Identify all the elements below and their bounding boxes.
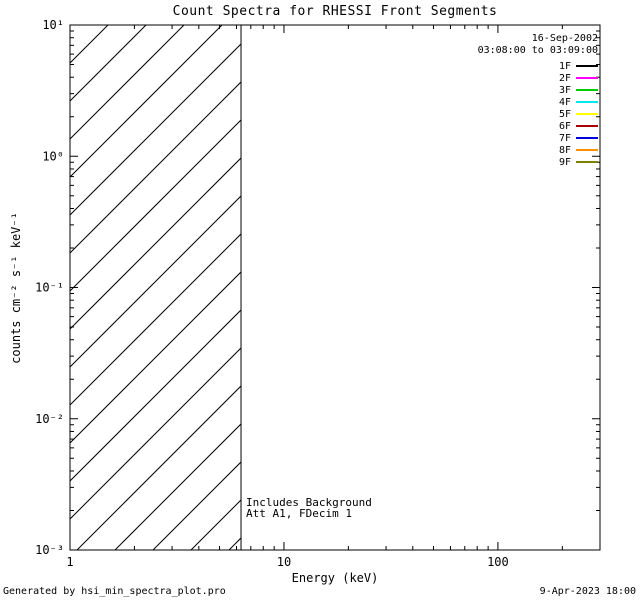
x-axis-ticks: 1 10 100 [66, 25, 509, 569]
legend-entries: 1F 2F 3F 4F 5F 6F 7F 8F 9F [478, 60, 598, 168]
legend-entry-label: 2F [558, 72, 571, 84]
legend-entry-label: 1F [558, 60, 571, 72]
legend-entry-label: 5F [558, 108, 571, 120]
legend-entry-label: 3F [558, 84, 571, 96]
svg-text:10⁻³: 10⁻³ [35, 543, 64, 557]
legend-entry-label: 6F [558, 120, 571, 132]
legend-time-range: 03:08:00 to 03:09:00 [477, 45, 598, 56]
footer-generator-text: Generated by hsi_min_spectra_plot.pro [3, 586, 226, 597]
legend-entry-color-line [576, 125, 598, 127]
legend-entry-1F: 1F [478, 60, 598, 72]
footer-timestamp: 9-Apr-2023 18:00 [539, 586, 636, 597]
svg-text:10⁻²: 10⁻² [35, 412, 64, 426]
hatched-region [70, 25, 242, 550]
legend-entry-label: 8F [558, 144, 571, 156]
legend-entry-8F: 8F [478, 144, 598, 156]
plot-annotations: Includes Background Att A1, FDecim 1 [246, 497, 372, 519]
svg-text:100: 100 [487, 555, 509, 569]
legend-entry-color-line [576, 113, 598, 115]
svg-text:10⁻¹: 10⁻¹ [35, 281, 64, 295]
annotation-attenuator-state: Att A1, FDecim 1 [246, 507, 352, 520]
svg-text:10¹: 10¹ [42, 18, 64, 32]
legend-entry-color-line [576, 101, 598, 103]
legend-entry-color-line [576, 65, 598, 67]
legend-entry-color-line [576, 137, 598, 139]
legend-entry-6F: 6F [478, 120, 598, 132]
legend-entry-5F: 5F [478, 108, 598, 120]
x-axis-label: Energy (keV) [291, 571, 379, 585]
legend-entry-color-line [576, 77, 598, 79]
svg-text:10: 10 [277, 555, 291, 569]
legend-entry-label: 7F [558, 132, 571, 144]
y-axis-ticks: 10⁻³ 10⁻² 10⁻¹ 10⁰ 10¹ [35, 18, 600, 557]
svg-text:10⁰: 10⁰ [42, 149, 64, 163]
legend-entry-label: 4F [558, 96, 571, 108]
legend-entry-9F: 9F [478, 156, 598, 168]
legend-entry-3F: 3F [478, 84, 598, 96]
legend-entry-7F: 7F [478, 132, 598, 144]
legend-date: 16-Sep-2002 [531, 33, 598, 44]
legend-entry-2F: 2F [478, 72, 598, 84]
legend: 16-Sep-2002 03:08:00 to 03:09:00 1F 2F 3F 4… [478, 33, 598, 168]
legend-entry-color-line [576, 89, 598, 91]
svg-text:1: 1 [66, 555, 73, 569]
y-axis-label: counts cm⁻² s⁻¹ keV⁻¹ [9, 212, 23, 364]
minor-ticks [70, 25, 601, 550]
chart-title: Count Spectra for RHESSI Front Segments [172, 4, 498, 19]
legend-entry-color-line [576, 161, 598, 163]
legend-entry-4F: 4F [478, 96, 598, 108]
legend-entry-label: 9F [558, 156, 571, 168]
legend-entry-color-line [576, 149, 598, 151]
annotation-includes-background: Includes Background [246, 496, 372, 509]
